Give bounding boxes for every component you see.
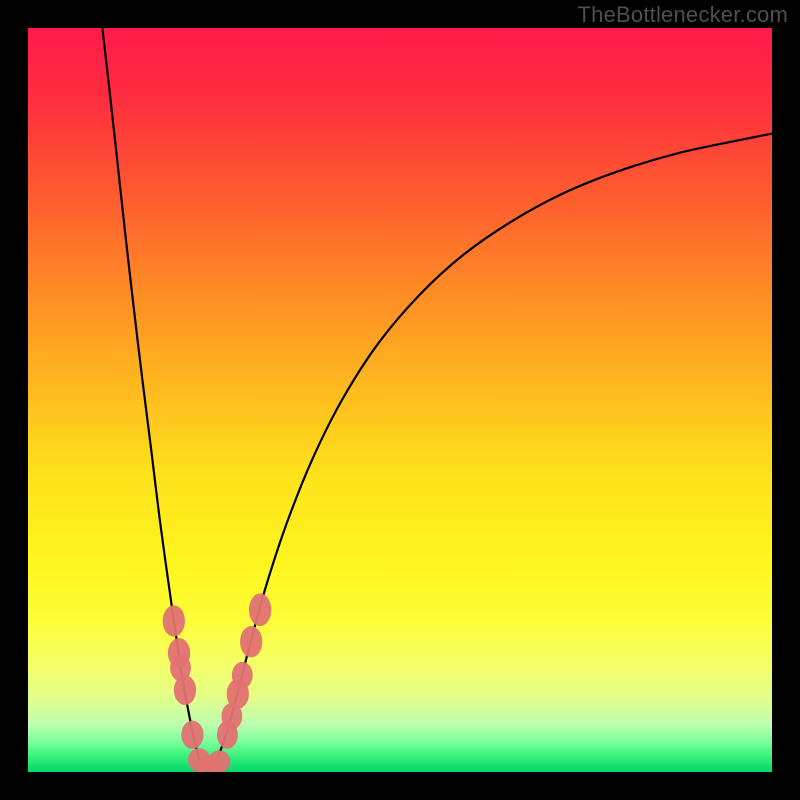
data-marker [232,662,253,689]
data-marker [240,626,262,657]
data-marker [249,593,271,626]
chart-frame: TheBottlenecker.com [0,0,800,800]
curve-layer [28,28,772,772]
data-marker [174,675,196,705]
data-marker [163,605,185,636]
data-marker [208,750,230,772]
curve-left-branch [102,28,206,772]
marker-layer [163,593,272,772]
plot-area [28,28,772,772]
curve-right-branch [207,134,772,772]
watermark-text: TheBottlenecker.com [578,2,788,28]
data-marker [181,721,203,749]
